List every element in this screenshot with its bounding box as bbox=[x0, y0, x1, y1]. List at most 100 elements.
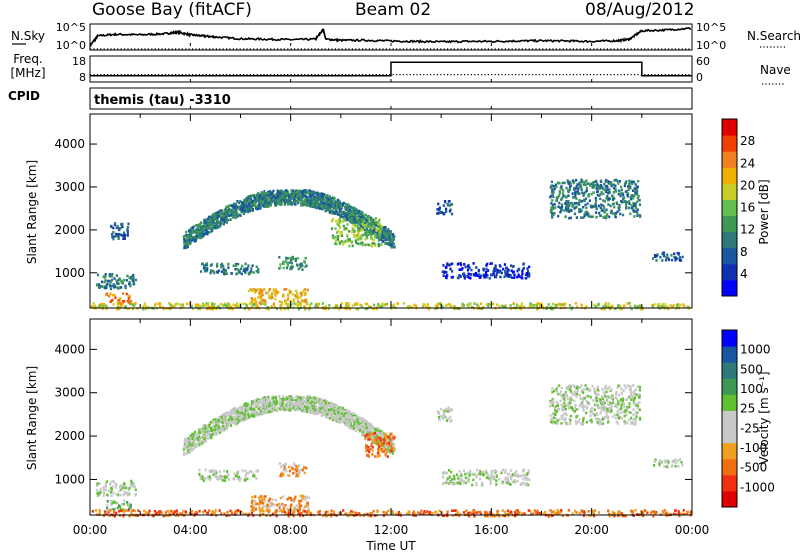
echo-cell bbox=[552, 190, 555, 194]
echo-cell bbox=[664, 303, 667, 306]
echo-cell bbox=[496, 271, 499, 274]
echo-cell bbox=[246, 207, 250, 211]
echo-cell bbox=[347, 209, 350, 212]
echo-cell bbox=[303, 189, 306, 192]
echo-cell bbox=[190, 437, 193, 440]
echo-cell bbox=[241, 411, 244, 415]
echo-cell bbox=[204, 267, 207, 271]
echo-cell bbox=[262, 200, 265, 203]
echo-cell bbox=[301, 299, 304, 302]
echo-cell bbox=[343, 213, 346, 216]
echo-cell bbox=[630, 307, 633, 311]
echo-cell bbox=[220, 302, 223, 306]
echo-cell bbox=[620, 192, 623, 195]
echo-cell bbox=[354, 239, 357, 242]
echo-cell bbox=[593, 303, 596, 307]
echo-cell bbox=[608, 188, 611, 191]
echo-cell bbox=[450, 212, 454, 216]
echo-cell bbox=[338, 234, 341, 238]
echo-cell bbox=[226, 411, 229, 414]
echo-cell bbox=[121, 302, 124, 305]
echo-cell bbox=[522, 267, 525, 270]
echo-cell bbox=[361, 218, 364, 221]
echo-cell bbox=[486, 269, 489, 272]
echo-cell bbox=[293, 302, 296, 305]
echo-cell bbox=[612, 191, 615, 194]
echo-cell bbox=[238, 271, 241, 274]
echo-cell bbox=[437, 212, 440, 215]
echo-cell bbox=[297, 257, 300, 260]
echo-cell bbox=[112, 283, 115, 286]
echo-cell bbox=[302, 400, 305, 404]
echo-cell bbox=[218, 212, 221, 216]
echo-cell bbox=[327, 307, 330, 311]
echo-cell bbox=[207, 219, 210, 222]
echo-cell bbox=[254, 300, 257, 303]
echo-cell bbox=[248, 406, 251, 409]
echo-cell bbox=[113, 277, 116, 280]
echo-cell bbox=[498, 270, 501, 274]
echo-cell bbox=[610, 183, 614, 187]
echo-cell bbox=[199, 232, 202, 235]
echo-cell bbox=[619, 212, 622, 216]
echo-cell bbox=[288, 261, 291, 264]
echo-cell bbox=[370, 234, 373, 238]
echo-cell bbox=[667, 307, 670, 311]
echo-cell bbox=[198, 442, 201, 446]
echo-cell bbox=[191, 432, 194, 436]
echo-cell bbox=[192, 438, 195, 441]
echo-cell bbox=[448, 263, 451, 267]
echo-cell bbox=[629, 185, 632, 188]
echo-cell bbox=[381, 302, 384, 305]
echo-cell bbox=[220, 217, 223, 221]
echo-cell bbox=[393, 245, 396, 249]
echo-cell bbox=[293, 402, 296, 406]
echo-cell bbox=[451, 275, 454, 279]
echo-cell bbox=[352, 221, 355, 224]
echo-cell bbox=[281, 198, 284, 202]
echo-cell bbox=[176, 302, 179, 305]
echo-cell bbox=[425, 305, 428, 309]
echo-cell bbox=[565, 200, 568, 203]
echo-cell bbox=[301, 405, 304, 408]
echo-cell bbox=[628, 206, 631, 210]
echo-cell bbox=[230, 211, 233, 214]
echo-cell bbox=[193, 446, 196, 450]
echo-cell bbox=[190, 444, 193, 447]
echo-cell bbox=[570, 307, 573, 311]
echo-cell bbox=[126, 229, 129, 233]
echo-cell bbox=[117, 307, 120, 311]
echo-cell bbox=[639, 215, 642, 218]
echo-cell bbox=[602, 204, 605, 207]
echo-cell bbox=[275, 399, 279, 403]
echo-cell bbox=[239, 405, 242, 409]
echo-cell bbox=[228, 421, 232, 425]
echo-cell bbox=[294, 203, 297, 206]
echo-cell bbox=[676, 257, 679, 260]
echo-cell bbox=[211, 305, 214, 309]
echo-cell bbox=[211, 303, 214, 306]
echo-cell bbox=[273, 290, 276, 293]
echo-cell bbox=[250, 205, 253, 208]
echo-cell bbox=[217, 422, 220, 426]
echo-cell bbox=[566, 208, 569, 211]
echo-cell bbox=[562, 189, 565, 192]
echo-cell bbox=[636, 196, 639, 200]
echo-cell bbox=[216, 262, 219, 266]
echo-cell bbox=[344, 226, 347, 230]
echo-cell bbox=[201, 262, 204, 266]
echo-cell bbox=[254, 302, 257, 305]
echo-cell bbox=[634, 188, 637, 191]
echo-cell bbox=[248, 307, 251, 311]
echo-cell bbox=[506, 269, 509, 272]
echo-cell bbox=[422, 305, 425, 309]
echo-cell bbox=[335, 304, 338, 307]
echo-cell bbox=[316, 410, 320, 413]
echo-cell bbox=[286, 303, 289, 306]
echo-cell bbox=[576, 305, 579, 309]
echo-cell bbox=[372, 239, 375, 242]
echo-cell bbox=[596, 186, 599, 189]
echo-cell bbox=[629, 197, 633, 201]
echo-cell bbox=[268, 294, 271, 298]
echo-cell bbox=[266, 305, 269, 309]
